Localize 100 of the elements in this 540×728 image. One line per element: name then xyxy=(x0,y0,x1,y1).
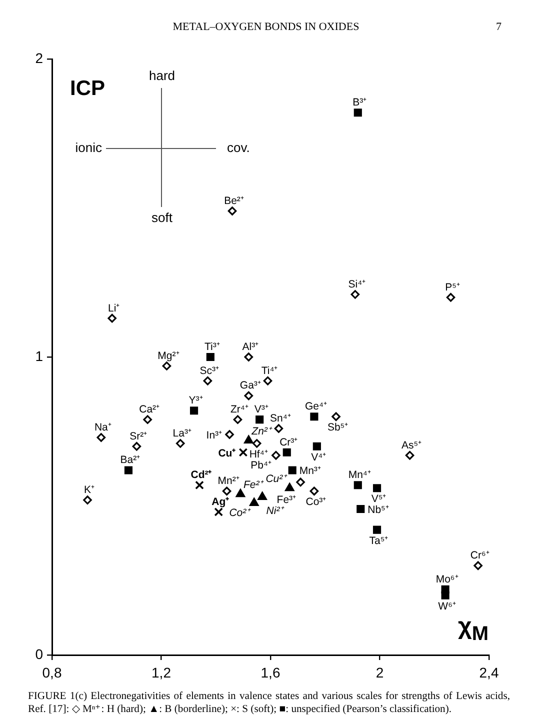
point xyxy=(446,293,456,302)
point xyxy=(108,314,116,323)
annotation: V⁴⁺ xyxy=(311,451,327,464)
x-axis-title: χ$_{M}$ xyxy=(458,613,488,647)
annotation: Ta⁵⁺ xyxy=(369,534,389,547)
annotation: Sn⁴⁺ xyxy=(270,412,292,425)
point xyxy=(405,450,414,460)
annotation: Ge⁴⁺ xyxy=(304,400,328,413)
point xyxy=(162,362,172,370)
y-tick-label: 1 xyxy=(35,348,44,364)
point xyxy=(354,108,362,117)
annotation: Be²⁺ xyxy=(224,194,244,207)
annotation: In³⁺ xyxy=(206,429,223,442)
text: 7 xyxy=(496,20,502,35)
x-tick-label: 2 xyxy=(376,664,384,680)
point xyxy=(332,412,340,421)
annotation: K⁺ xyxy=(84,484,96,496)
annotation: Cr³⁺ xyxy=(280,436,298,448)
point xyxy=(233,415,242,424)
point xyxy=(263,376,272,386)
point xyxy=(236,488,246,498)
x-tick-label: 0,8 xyxy=(42,664,62,680)
annotation: Sr²⁺ xyxy=(130,430,148,442)
annotation: Al³⁺ xyxy=(242,341,260,353)
y-tick-label: 2 xyxy=(35,50,44,66)
annotation: P⁵⁺ xyxy=(445,281,460,294)
annotation: Ti⁴⁺ xyxy=(261,364,278,377)
point xyxy=(284,482,294,492)
annotation: Ni²⁺ xyxy=(266,505,285,518)
point xyxy=(310,412,318,421)
point xyxy=(372,484,382,492)
point xyxy=(244,434,254,444)
annotation: Ba²⁺ xyxy=(120,454,141,466)
annotation: Fe³⁺ xyxy=(276,494,297,506)
point xyxy=(252,439,262,448)
annotation: Mn⁴⁺ xyxy=(348,469,372,482)
annotation: Fe²⁺ xyxy=(243,479,264,492)
annotation: Zn²⁺ xyxy=(250,425,272,438)
point xyxy=(310,486,319,496)
point xyxy=(356,504,365,514)
annotation: Cr⁶⁺ xyxy=(470,550,490,562)
annotation: Si⁴⁺ xyxy=(348,278,366,290)
annotation: Ag⁺ xyxy=(212,496,230,508)
annotation: Ti³⁺ xyxy=(204,341,220,353)
annotation: Ga³⁺ xyxy=(240,380,262,392)
annotation: ionic xyxy=(75,140,102,155)
point xyxy=(214,508,224,516)
annotation: Co²⁺ xyxy=(229,507,252,520)
annotation: W⁶⁺ xyxy=(438,600,456,612)
annotation: Mn³⁺ xyxy=(299,465,322,478)
point xyxy=(132,442,142,451)
point xyxy=(296,478,305,487)
annotation: Cu⁺ xyxy=(218,447,236,460)
point xyxy=(176,439,185,448)
annotation: Pb⁴⁺ xyxy=(250,459,272,472)
annotation: La³⁺ xyxy=(172,427,192,440)
annotation: soft xyxy=(150,210,174,225)
annotation: V⁵⁺ xyxy=(371,493,387,506)
annotation: Mo⁶⁺ xyxy=(436,573,459,586)
point xyxy=(354,481,362,490)
point xyxy=(244,391,254,400)
point xyxy=(441,591,450,600)
caption: FIGURE 1(c) Electronegativities of elements in valence states and various scales for strengths of Lewis acids, Ref. [17]: ◇ Mⁿ⁺: H (hard); ▲: B (borderline); ×: S (soft); ■: unspecified (Pearson’s classification). xyxy=(28,691,510,716)
point xyxy=(274,424,284,433)
annotation: Ca²⁺ xyxy=(139,404,160,416)
annotation: B³⁺ xyxy=(352,96,368,109)
x-tick-label: 1,2 xyxy=(152,664,172,680)
point xyxy=(96,433,106,442)
annotation: Li⁺ xyxy=(108,302,120,314)
annotation: Mg²⁺ xyxy=(158,350,180,362)
point xyxy=(350,290,360,299)
annotation: Sc³⁺ xyxy=(200,364,220,377)
annotation: Na⁺ xyxy=(94,421,112,434)
point xyxy=(474,561,482,570)
x-tick-label: 1,6 xyxy=(260,664,280,680)
point xyxy=(195,480,204,490)
annotation: Mn²⁺ xyxy=(218,475,240,488)
point xyxy=(190,406,198,415)
annotation: V³⁺ xyxy=(254,404,269,416)
annotation: Sb⁵⁺ xyxy=(327,422,349,434)
point xyxy=(143,415,152,424)
annotation: hard xyxy=(148,68,176,83)
y-tick-label: 0 xyxy=(35,646,44,662)
annotation: Cd²⁺ xyxy=(190,469,212,482)
annotation: Co³⁺ xyxy=(306,496,327,508)
point xyxy=(272,450,280,460)
point xyxy=(257,492,268,500)
point xyxy=(203,376,212,386)
annotation: Y³⁺ xyxy=(188,394,204,407)
y-axis-title: ICP xyxy=(70,77,106,101)
annotation: Hf⁴⁺ xyxy=(249,448,268,460)
annotation: Zr⁴⁺ xyxy=(230,404,249,416)
point xyxy=(206,352,214,362)
annotation: As⁵⁺ xyxy=(401,439,422,452)
annotation: Nb⁵⁺ xyxy=(368,504,390,516)
point xyxy=(282,448,291,456)
text: METAL–OXYGEN BONDS IN OXIDES xyxy=(172,20,360,35)
point xyxy=(222,486,232,496)
annotation: Cu²⁺ xyxy=(266,473,288,486)
point xyxy=(225,430,234,439)
